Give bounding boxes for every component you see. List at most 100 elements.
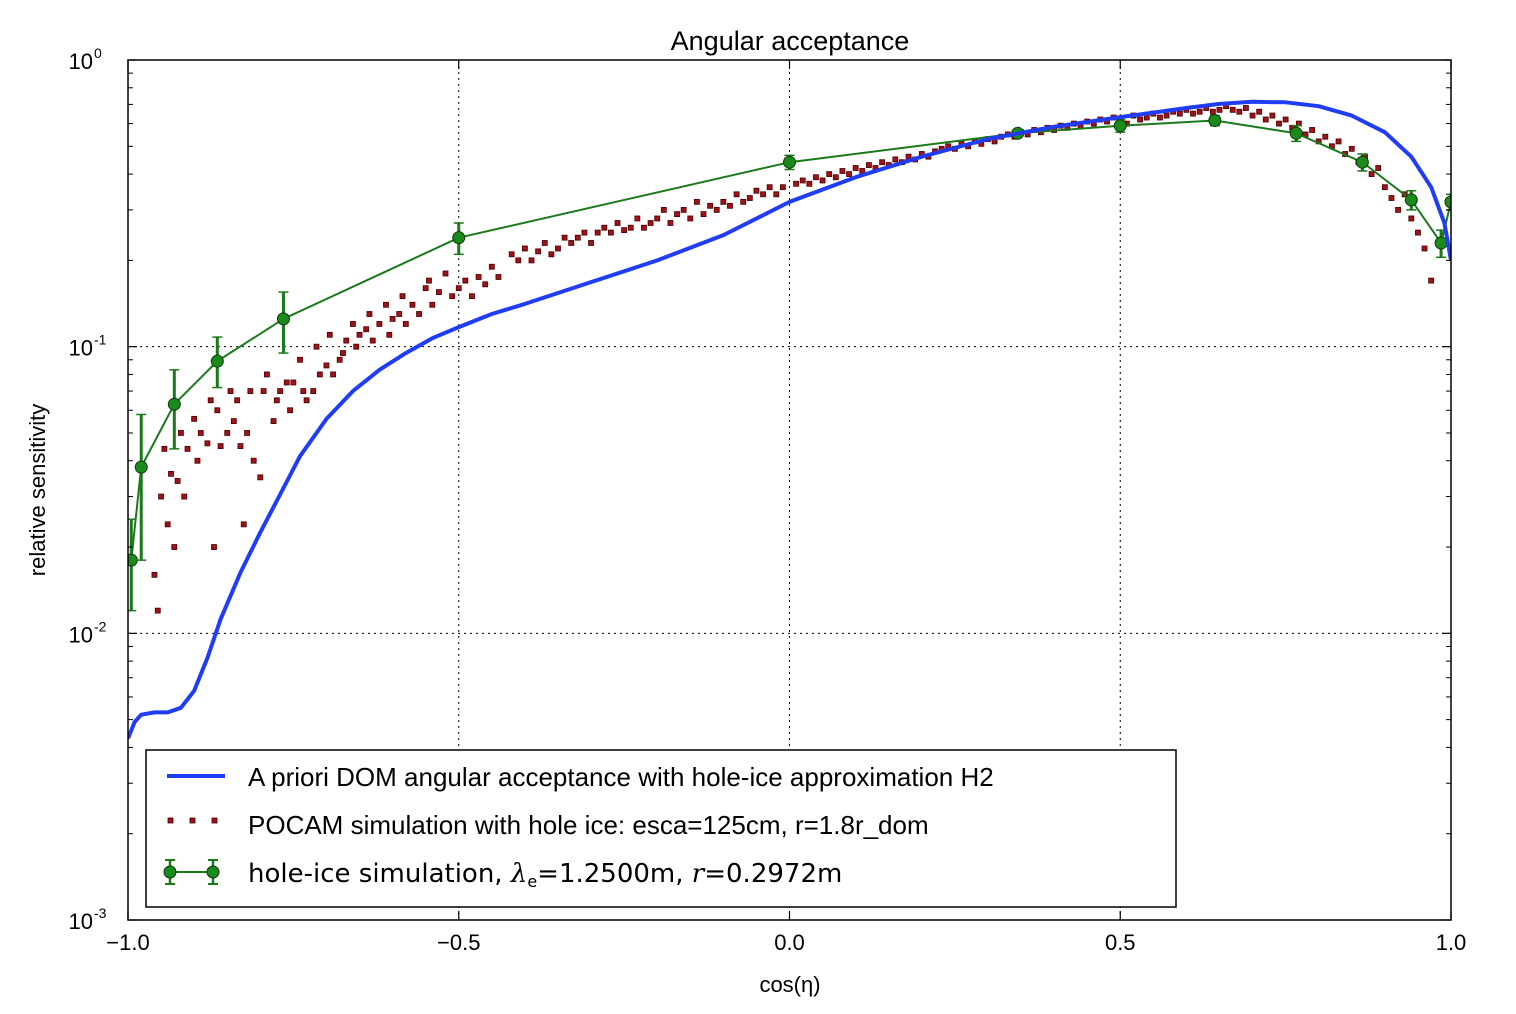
y-tick-label: 10	[69, 49, 93, 74]
legend: A priori DOM angular acceptance with hol…	[145, 749, 1177, 908]
pocam-point	[1375, 165, 1382, 171]
legend-label-apriori: A priori DOM angular acceptance with hol…	[248, 762, 994, 792]
pocam-point	[687, 215, 694, 222]
pocam-point	[449, 293, 456, 300]
pocam-point	[353, 343, 360, 350]
pocam-point	[1236, 108, 1243, 115]
pocam-point	[614, 220, 621, 226]
holeice-point	[1355, 155, 1369, 169]
pocam-point	[402, 321, 409, 327]
grid-lines	[128, 60, 1451, 920]
pocam-point	[541, 240, 548, 246]
pocam-point	[436, 289, 442, 296]
pocam-point	[158, 493, 164, 500]
pocam-point	[462, 277, 469, 284]
pocam-point	[522, 245, 528, 252]
legend-holeice-suffix: =0.2972m	[704, 859, 842, 889]
pocam-point	[211, 544, 217, 550]
pocam-point	[178, 430, 184, 436]
chart-title: Angular acceptance	[671, 26, 910, 56]
pocam-point	[184, 445, 191, 452]
y-tick-base: 10	[69, 622, 93, 647]
pocam-point	[174, 478, 181, 484]
pocam-point	[713, 206, 720, 213]
y-tick-base: 10	[69, 909, 93, 934]
pocam-point	[273, 397, 280, 404]
pocam-point	[607, 229, 614, 236]
pocam-point	[482, 281, 489, 288]
holeice-point	[1444, 195, 1451, 209]
pocam-point	[1309, 127, 1315, 133]
pocam-point	[641, 224, 647, 231]
pocam-point	[283, 379, 290, 386]
pocam-point	[1348, 145, 1355, 152]
pocam-point	[343, 337, 350, 344]
pocam-point	[555, 245, 561, 252]
pocam-point	[237, 443, 244, 449]
pocam-point	[270, 418, 277, 424]
pocam-point	[621, 227, 628, 234]
pocam-point	[264, 371, 270, 378]
pocam-point	[839, 168, 846, 174]
y-tick-exponent: -2	[94, 618, 107, 634]
legend-holeice-lambda: λ	[510, 859, 527, 889]
pocam-point	[340, 350, 346, 356]
pocam-point	[277, 388, 284, 394]
pocam-point	[819, 177, 826, 184]
pocam-point	[1137, 116, 1143, 123]
legend-swatch-holeice	[163, 859, 220, 885]
pocam-point	[746, 195, 753, 201]
pocam-point	[369, 337, 376, 344]
pocam-point	[601, 224, 608, 231]
pocam-point	[469, 293, 475, 300]
pocam-point	[660, 206, 667, 213]
y-tick-label: 10	[69, 336, 93, 361]
pocam-point	[568, 240, 575, 246]
pocam-point	[1143, 114, 1150, 121]
pocam-point	[154, 607, 161, 614]
pocam-point	[310, 388, 317, 394]
holeice-point	[167, 397, 181, 411]
pocam-point	[426, 277, 432, 284]
pocam-point	[1176, 110, 1183, 117]
y-tick-base: 10	[69, 336, 93, 361]
pocam-point	[356, 331, 363, 338]
pocam-point	[720, 198, 727, 205]
pocam-point	[1243, 105, 1249, 111]
pocam-point	[313, 343, 320, 350]
pocam-point	[1216, 106, 1223, 113]
holeice-point	[1289, 126, 1303, 140]
legend-holeice-prefix: hole-ice simulation,	[248, 859, 511, 889]
pocam-point	[535, 248, 542, 255]
pocam-point	[1408, 215, 1415, 222]
pocam-point	[171, 544, 178, 550]
pocam-point	[1249, 112, 1256, 119]
pocam-point	[300, 388, 307, 394]
apriori-curve	[128, 99, 1451, 740]
pocam-point	[386, 331, 393, 338]
y-axis-label: relative sensitivity	[25, 404, 50, 576]
pocam-point	[161, 445, 168, 452]
pocam-point	[1395, 206, 1401, 213]
pocam-point	[852, 165, 859, 171]
pocam-point	[396, 311, 403, 317]
pocam-point	[297, 356, 303, 363]
pocam-point	[416, 311, 422, 317]
pocam-point	[247, 388, 254, 394]
pocam-point	[581, 229, 588, 236]
pocam-point	[548, 251, 555, 258]
pocam-point	[1157, 114, 1163, 121]
pocam-point	[700, 211, 707, 218]
y-tick-base: 10	[69, 49, 93, 74]
pocam-point	[1282, 116, 1289, 123]
pocam-point	[234, 397, 241, 404]
pocam-point	[303, 397, 310, 404]
x-tick-label: −1.0	[106, 930, 149, 955]
series-layer	[128, 99, 1451, 740]
pocam-point	[257, 474, 264, 481]
pocam-point	[230, 418, 237, 424]
pocam-point	[654, 215, 661, 222]
pocam-point	[693, 198, 700, 205]
pocam-point	[399, 293, 406, 300]
